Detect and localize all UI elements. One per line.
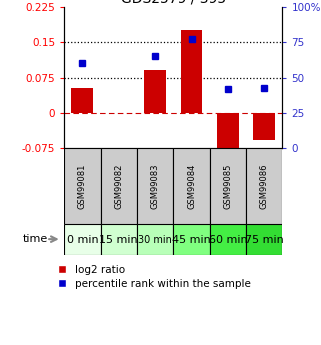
Bar bbox=[210, 148, 246, 224]
Bar bbox=[64, 148, 100, 224]
Text: GSM99083: GSM99083 bbox=[151, 164, 160, 209]
Text: GSM99086: GSM99086 bbox=[260, 164, 269, 209]
Text: time: time bbox=[23, 234, 48, 244]
Bar bbox=[137, 148, 173, 224]
Bar bbox=[72, 88, 93, 113]
Text: 30 min: 30 min bbox=[138, 235, 172, 245]
Text: GSM99082: GSM99082 bbox=[114, 164, 123, 209]
Bar bbox=[253, 113, 275, 140]
Bar bbox=[173, 224, 210, 255]
Bar bbox=[173, 148, 210, 224]
Legend: log2 ratio, percentile rank within the sample: log2 ratio, percentile rank within the s… bbox=[58, 265, 251, 289]
Text: GSM99084: GSM99084 bbox=[187, 164, 196, 209]
Text: 75 min: 75 min bbox=[245, 235, 284, 245]
Bar bbox=[137, 224, 173, 255]
Bar bbox=[217, 113, 239, 155]
Bar bbox=[100, 148, 137, 224]
Text: 60 min: 60 min bbox=[209, 235, 247, 245]
Bar bbox=[246, 224, 282, 255]
Bar bbox=[181, 30, 203, 113]
Title: GDS2579 / 395: GDS2579 / 395 bbox=[121, 0, 226, 6]
Bar bbox=[100, 224, 137, 255]
Bar bbox=[144, 70, 166, 113]
Bar bbox=[210, 224, 246, 255]
Text: 0 min: 0 min bbox=[66, 235, 98, 245]
Bar bbox=[64, 224, 100, 255]
Text: 15 min: 15 min bbox=[100, 235, 138, 245]
Bar bbox=[246, 148, 282, 224]
Text: 45 min: 45 min bbox=[172, 235, 211, 245]
Text: GSM99085: GSM99085 bbox=[223, 164, 232, 209]
Text: GSM99081: GSM99081 bbox=[78, 164, 87, 209]
